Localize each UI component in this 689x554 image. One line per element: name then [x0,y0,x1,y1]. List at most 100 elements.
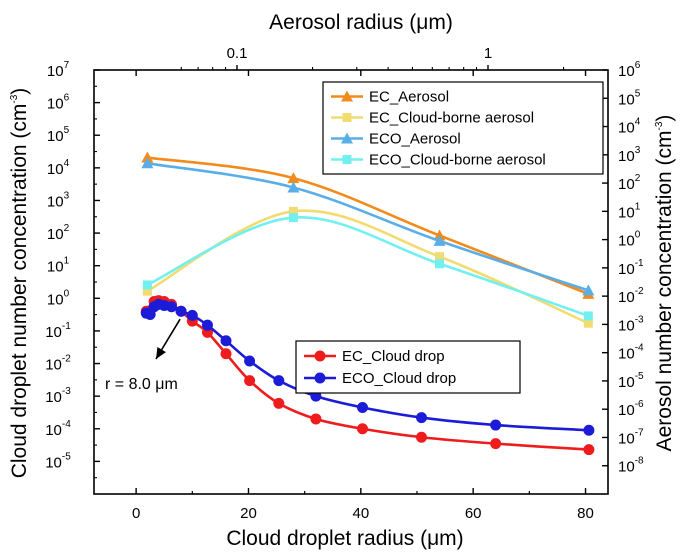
right-axis-title: Aerosol number concentration (cm-3) [653,115,676,452]
legend-box [295,340,521,394]
tick-exponent: -3 [62,386,71,397]
y-right-tick-label: 105 [618,88,641,108]
tick-base: 10 [618,346,635,363]
x-tick-label: 0 [132,505,140,522]
legend-label: ECO_Aerosol [369,131,461,148]
tick-base: 10 [618,289,635,306]
top-tick-label: 0.1 [227,45,248,62]
bottom-axis-title-group: Cloud droplet radius (μm) [226,527,463,550]
data-point [175,305,187,317]
y-left-tick-label: 10-2 [45,354,71,374]
tick-exponent: 0 [635,230,641,241]
legend-label: EC_Cloud-borne aerosol [369,110,534,127]
y-left-tick-label: 103 [47,190,70,210]
tick-exponent: 6 [635,60,641,71]
right-axis-title-text: Aerosol number concentration (cm [653,130,676,451]
y-right-tick-label: 10-8 [618,456,644,476]
y-left-tick-label: 10-5 [45,451,71,471]
data-point [244,375,256,387]
left-axis-title: Cloud droplet number concentration (cm-3… [8,88,31,479]
y-left-tick-label: 105 [47,125,70,145]
legend-swatch-marker [342,113,352,122]
data-point [415,431,427,443]
legend-upper: EC_Aerosol EC_Cloud-borne aerosol ECO_Aero… [322,81,604,175]
tick-exponent: -4 [635,343,644,354]
tick-exponent: -7 [635,427,644,438]
x-tick-label: 40 [352,505,369,522]
top-axis-title: Aerosol radius (μm) [269,11,453,34]
data-point [287,172,300,184]
data-point [287,181,300,193]
data-point [273,375,285,387]
data-point [583,444,595,456]
tick-base: 10 [47,193,64,210]
tick-exponent: 1 [635,201,641,212]
x-tick-label: 60 [465,505,482,522]
y-right-tick-label: 10-2 [618,286,644,306]
data-point [201,319,213,331]
data-point [583,311,593,321]
legend-swatch-marker [314,350,326,362]
tick-base: 10 [47,291,64,308]
top-axis-title-group: Aerosol radius (μm) [269,11,453,34]
tick-exponent: 5 [635,88,641,99]
y-left-tick-label: 10-3 [45,386,71,406]
y-right-tick-label: 10-1 [618,258,644,278]
series-line [146,216,589,318]
data-point [288,213,298,223]
tick-exponent: 2 [64,223,70,234]
legends: EC_Aerosol EC_Cloud-borne aerosol ECO_Aero… [295,81,604,394]
tick-exponent: -8 [635,456,644,467]
tick-exponent: -1 [62,321,71,332]
tick-exponent: -2 [62,354,71,365]
right-axis-title-group: Aerosol number concentration (cm-3) [653,115,676,452]
y-left-tick-label: 10-1 [45,321,71,341]
series-ec-cloud-borne-aerosol [142,206,593,328]
top-tick-label: 1 [484,45,492,62]
legend-swatch-marker [314,372,326,384]
data-point [166,301,178,313]
left-axis-title-group: Cloud droplet number concentration (cm-3… [8,88,31,479]
tick-exponent: 3 [64,190,70,201]
tick-exponent: 0 [64,288,70,299]
legend-swatch-marker [342,155,352,164]
tick-base: 10 [47,63,64,80]
data-point [434,259,444,269]
tick-exponent: 4 [635,117,641,128]
y-right-tick-label: 101 [618,201,641,221]
y-right-tick-label: 102 [618,173,641,193]
data-point [583,318,593,328]
tick-exponent: -1 [635,258,644,269]
y-right-tick-label: 10-5 [618,371,644,391]
data-point [141,151,154,163]
tick-base: 10 [618,176,635,193]
series-eco-cloud-drop [140,298,595,436]
data-point [490,438,502,450]
annotation-group: r = 8.0 μm [105,318,181,393]
tick-exponent: 3 [635,145,641,156]
data-point [288,206,298,216]
data-point [490,419,502,431]
legend-item: EC_Cloud-borne aerosol [331,110,534,127]
left-axis-title-text: Cloud droplet number concentration (cm [8,104,31,479]
y-left-tick-label: 102 [47,223,70,243]
tick-exponent: -3 [635,314,644,325]
y-left-tick-label: 104 [47,158,70,178]
tick-exponent: 1 [64,256,70,267]
y-right-tick-label: 10-3 [618,314,644,334]
x-tick-label: 20 [240,505,257,522]
series-layer [140,151,595,456]
legend-item: EC_Cloud drop [304,348,445,365]
tick-exponent: 7 [64,60,70,71]
tick-base: 10 [45,454,62,471]
data-point [141,157,154,169]
data-point [244,355,256,367]
tick-exponent: -2 [635,286,644,297]
annotation-label: r = 8.0 μm [105,376,178,393]
tick-base: 10 [47,259,64,276]
data-point [220,348,232,360]
y-right-tick-label: 103 [618,145,641,165]
tick-base: 10 [45,324,62,341]
tick-base: 10 [618,204,635,221]
